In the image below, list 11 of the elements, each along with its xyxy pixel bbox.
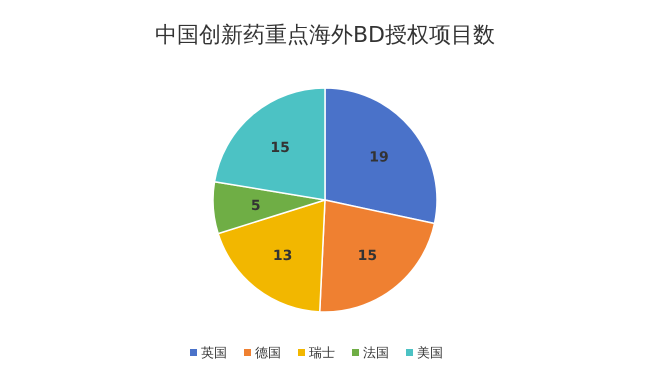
- data-label: 5: [250, 198, 261, 214]
- data-label: 15: [270, 140, 290, 156]
- legend-label: 法国: [363, 346, 389, 361]
- legend-label: 美国: [417, 345, 443, 361]
- legend-label: 德国: [255, 346, 281, 361]
- data-label: 19: [369, 149, 389, 166]
- data-label: 13: [272, 248, 292, 264]
- data-label: 15: [358, 248, 378, 264]
- legend-label: 英国: [201, 346, 227, 361]
- chart-title: 中国创新药重点海外BD授权项目数: [154, 23, 496, 48]
- legend-label: 瑞士: [309, 346, 335, 361]
